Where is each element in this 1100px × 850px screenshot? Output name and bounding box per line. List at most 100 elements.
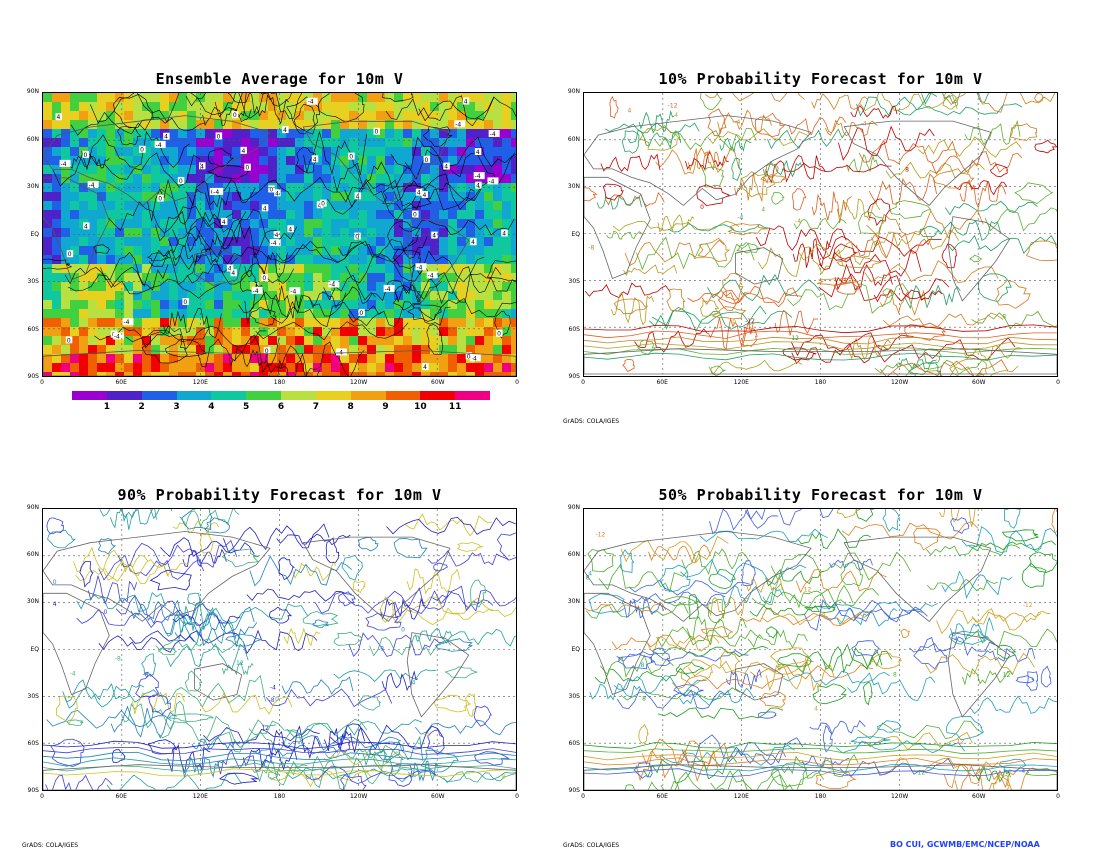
svg-text:-4: -4 <box>428 272 434 279</box>
panel-title-10pct-probability: 10% Probability Forecast for 10m V <box>658 70 983 88</box>
svg-text:-4: -4 <box>455 121 461 128</box>
contour-label: 0 <box>231 111 239 119</box>
svg-text:4: 4 <box>231 270 235 277</box>
svg-text:-4: -4 <box>89 182 95 189</box>
contour-label: 0 <box>177 176 185 185</box>
contour-label: -4 <box>306 97 318 106</box>
svg-text:4: 4 <box>84 223 88 230</box>
x-tick-label: 180 <box>814 379 827 386</box>
contour-label: 8 <box>893 672 897 679</box>
svg-text:4: 4 <box>476 149 480 156</box>
contour-label: 4 <box>431 231 438 240</box>
contour-label: 4 <box>274 189 281 197</box>
contour-label: -12 <box>668 103 678 110</box>
x-tick-label: 0 <box>1056 793 1060 800</box>
map-50pct-probability: 8 12 4 -12 4 4 8 8 8 12 -8 -4 12 8 -12 12 <box>583 508 1058 791</box>
contour-label: 4 <box>628 107 632 114</box>
y-tick-label: 60S <box>27 739 39 747</box>
contour-label: 0 <box>104 609 108 616</box>
svg-text:0: 0 <box>245 165 249 172</box>
colorbar-label: 10 <box>414 402 427 412</box>
contour-label: -4 <box>426 271 438 279</box>
y-tick-label: 90S <box>568 373 580 380</box>
colorbar-label: 7 <box>312 402 319 412</box>
colorbar-segment <box>385 391 421 400</box>
contour-label: -8 <box>143 671 149 678</box>
svg-text:0: 0 <box>262 275 266 282</box>
svg-text:0: 0 <box>467 353 471 360</box>
contour-label: 0 <box>215 132 223 140</box>
map-ensemble-average: 004-400-4040-4-440004-4404-440-4-4-4004-… <box>42 92 517 377</box>
svg-text:4: 4 <box>222 219 226 226</box>
svg-text:-4: -4 <box>308 99 314 106</box>
contour-label: -4 <box>473 172 485 180</box>
grads-credit-bottom-right: GrADS: COLA/IGES <box>563 842 620 849</box>
svg-text:-4: -4 <box>271 240 277 247</box>
svg-text:4: 4 <box>164 134 168 141</box>
contour-label: -4 <box>409 679 415 686</box>
colorbar-segment <box>281 391 317 400</box>
svg-text:-4: -4 <box>61 161 67 168</box>
contour-label: 0 <box>261 273 268 282</box>
contour-label: 12 <box>804 587 812 594</box>
contour-label: 8 <box>502 773 506 780</box>
svg-text:4: 4 <box>432 233 436 240</box>
svg-text:4: 4 <box>356 193 360 200</box>
contour-label: -4 <box>454 120 466 128</box>
colorbar-segment <box>350 391 386 400</box>
contour-label: -4 <box>270 684 276 691</box>
contour-label: 4 <box>83 222 90 230</box>
contour-label: -4 <box>487 177 499 185</box>
x-tick-label: 120E <box>192 793 208 800</box>
colorbar-segment <box>72 391 108 400</box>
colorbar-segment <box>141 391 177 400</box>
svg-text:-4: -4 <box>475 173 481 180</box>
svg-text:0: 0 <box>265 348 269 355</box>
svg-text:4: 4 <box>275 190 279 197</box>
y-tick-label: 90N <box>26 88 39 95</box>
x-tick-label: 60W <box>431 379 445 386</box>
x-tick-label: 0 <box>40 379 44 386</box>
x-tick-label: 60E <box>656 793 668 800</box>
contour-label: 4 <box>261 204 269 212</box>
contour-label: 4 <box>501 229 508 237</box>
contour-label: -4 <box>212 187 224 196</box>
contour-label: 4 <box>474 148 482 156</box>
y-tick-label: 60N <box>567 551 580 559</box>
colorbar-label: 6 <box>277 402 285 412</box>
y-tick-label: 90S <box>27 373 39 380</box>
x-tick-label: 0 <box>581 793 585 800</box>
y-tick-label: 30S <box>27 278 39 285</box>
contour-label: -4 <box>154 140 166 149</box>
contour-label: 4 <box>282 126 289 134</box>
svg-text:0: 0 <box>349 154 353 161</box>
contour-label: -4 <box>328 280 340 288</box>
x-tick-label: 0 <box>515 793 519 800</box>
svg-text:-4: -4 <box>213 189 219 196</box>
contour-label: -4 <box>70 670 76 677</box>
contour-label: 0 <box>53 579 57 586</box>
svg-text:0: 0 <box>158 196 162 203</box>
svg-text:4: 4 <box>476 183 480 190</box>
contour-label: 0 <box>320 199 327 208</box>
svg-text:4: 4 <box>423 364 427 371</box>
colorbar-segment <box>455 391 491 400</box>
x-tick-label: 60W <box>972 379 986 386</box>
contour-label: 4 <box>462 97 470 106</box>
contour-label: -4 <box>122 318 134 326</box>
contour-label: 4 <box>588 570 592 577</box>
contour-label: 4 <box>220 217 228 226</box>
x-tick-label: 0 <box>1056 379 1060 386</box>
contour-label: 4 <box>53 601 57 608</box>
svg-text:0: 0 <box>374 129 378 136</box>
contour-label: -4 <box>841 277 847 284</box>
svg-text:0: 0 <box>217 133 221 140</box>
contour-label: 4 <box>226 264 234 273</box>
svg-text:-4: -4 <box>290 288 296 295</box>
contour-label: -4 <box>737 215 743 222</box>
svg-text:0: 0 <box>233 112 237 119</box>
svg-text:4: 4 <box>502 230 506 237</box>
x-tick-label: 60E <box>656 379 668 386</box>
y-tick-label: 90N <box>567 88 580 95</box>
